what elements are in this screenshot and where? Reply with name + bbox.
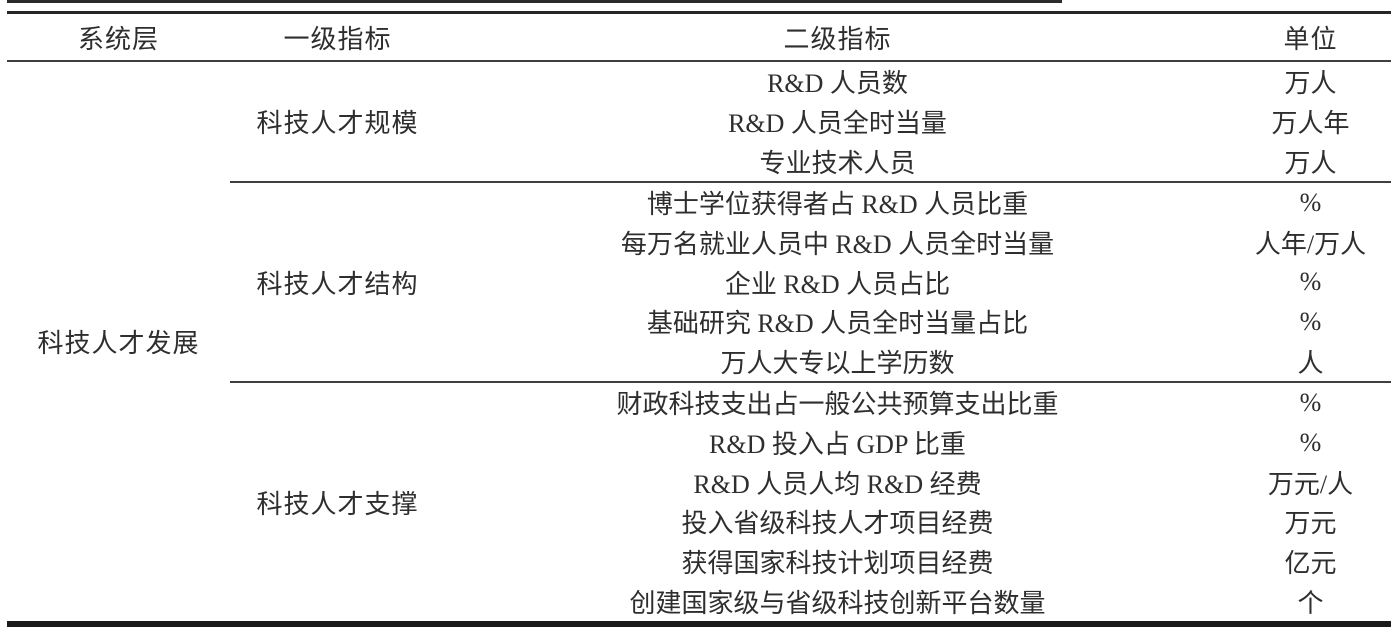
unit-cell: 万元 bbox=[1284, 509, 1337, 539]
column-header-level2: 二级指标 bbox=[783, 24, 892, 54]
column-header-level1: 一级指标 bbox=[283, 24, 392, 54]
table-row: R&D 人员数 万人 bbox=[445, 62, 1391, 102]
indicator-cell: R&D 人员全时当量 bbox=[728, 108, 947, 138]
table-row: 每万名就业人员中 R&D 人员全时当量 人年/万人 bbox=[445, 223, 1391, 263]
block-talent-scale: 科技人才规模 R&D 人员数 万人 R&D 人员全时当量 万人年 专业技术人员 … bbox=[230, 62, 1391, 181]
table-row: 财政科技支出占一般公共预算支出比重 % bbox=[445, 383, 1391, 423]
unit-cell: 万元/人 bbox=[1267, 469, 1354, 499]
table-row: R&D 人员人均 R&D 经费 万元/人 bbox=[445, 462, 1391, 502]
indicator-cell: R&D 人员数 bbox=[767, 69, 908, 99]
system-layer-cell: 科技人才发展 bbox=[37, 329, 200, 358]
table-row: 基础研究 R&D 人员全时当量占比 % bbox=[445, 302, 1391, 342]
unit-cell: % bbox=[1299, 267, 1322, 297]
table-row: 专业技术人员 万人 bbox=[445, 141, 1391, 181]
unit-cell: % bbox=[1299, 306, 1322, 336]
indicator-cell: 基础研究 R&D 人员全时当量占比 bbox=[646, 309, 1029, 339]
column-header-system-layer: 系统层 bbox=[77, 24, 159, 54]
indicator-cell: 企业 R&D 人员占比 bbox=[724, 269, 951, 299]
table-row: 创建国家级与省级科技创新平台数量 个 bbox=[445, 581, 1391, 621]
unit-cell: 万人 bbox=[1284, 148, 1337, 178]
table-row: 投入省级科技人才项目经费 万元 bbox=[445, 502, 1391, 542]
unit-cell: 人年/万人 bbox=[1254, 229, 1367, 259]
table-row: R&D 投入占 GDP 比重 % bbox=[445, 423, 1391, 463]
table-row: R&D 人员全时当量 万人年 bbox=[445, 102, 1391, 142]
table-row: 博士学位获得者占 R&D 人员比重 % bbox=[445, 183, 1391, 223]
table-row: 万人大专以上学历数 人 bbox=[445, 341, 1391, 381]
indicator-cell: 创建国家级与省级科技创新平台数量 bbox=[629, 588, 1046, 618]
unit-cell: 万人 bbox=[1284, 69, 1337, 99]
unit-cell: 万人年 bbox=[1271, 108, 1350, 138]
unit-cell: % bbox=[1299, 427, 1322, 457]
indicator-cell: 专业技术人员 bbox=[759, 148, 916, 178]
unit-cell: 人 bbox=[1297, 348, 1324, 378]
unit-cell: 亿元 bbox=[1284, 549, 1337, 579]
table-body: 科技人才发展 科技人才规模 R&D 人员数 万人 R&D 人员全时当量 万人年 … bbox=[7, 62, 1391, 621]
indicator-cell: 获得国家科技计划项目经费 bbox=[681, 549, 994, 579]
indicator-cell: 财政科技支出占一般公共预算支出比重 bbox=[616, 390, 1059, 420]
column-header-unit: 单位 bbox=[1283, 24, 1338, 54]
table-row: 企业 R&D 人员占比 % bbox=[445, 262, 1391, 302]
indicator-cell: 博士学位获得者占 R&D 人员比重 bbox=[646, 190, 1029, 220]
indicator-cell: 投入省级科技人才项目经费 bbox=[681, 509, 994, 539]
unit-cell: % bbox=[1299, 187, 1322, 217]
indicator-cell: 每万名就业人员中 R&D 人员全时当量 bbox=[620, 229, 1055, 259]
table-header-row: 系统层 一级指标 二级指标 单位 bbox=[7, 14, 1391, 62]
block-talent-structure: 科技人才结构 博士学位获得者占 R&D 人员比重 % 每万名就业人员中 R&D … bbox=[230, 180, 1391, 381]
indicator-cell: 万人大专以上学历数 bbox=[720, 348, 955, 378]
level1-cell: 科技人才支撑 bbox=[256, 489, 419, 519]
level1-cell: 科技人才结构 bbox=[256, 269, 419, 299]
indicator-cell: R&D 投入占 GDP 比重 bbox=[709, 430, 966, 460]
level1-cell: 科技人才规模 bbox=[256, 108, 419, 138]
block-talent-support: 科技人才支撑 财政科技支出占一般公共预算支出比重 % R&D 投入占 GDP 比… bbox=[230, 381, 1391, 621]
scan-artifact-line bbox=[7, 0, 1062, 3]
table-row: 获得国家科技计划项目经费 亿元 bbox=[445, 542, 1391, 582]
indicator-table: 系统层 一级指标 二级指标 单位 科技人才发展 科技人才规模 R&D 人员数 万… bbox=[7, 11, 1391, 627]
indicator-blocks: 科技人才规模 R&D 人员数 万人 R&D 人员全时当量 万人年 专业技术人员 … bbox=[230, 62, 1391, 621]
unit-cell: 个 bbox=[1297, 588, 1324, 618]
indicator-cell: R&D 人员人均 R&D 经费 bbox=[693, 469, 982, 499]
unit-cell: % bbox=[1299, 387, 1322, 417]
